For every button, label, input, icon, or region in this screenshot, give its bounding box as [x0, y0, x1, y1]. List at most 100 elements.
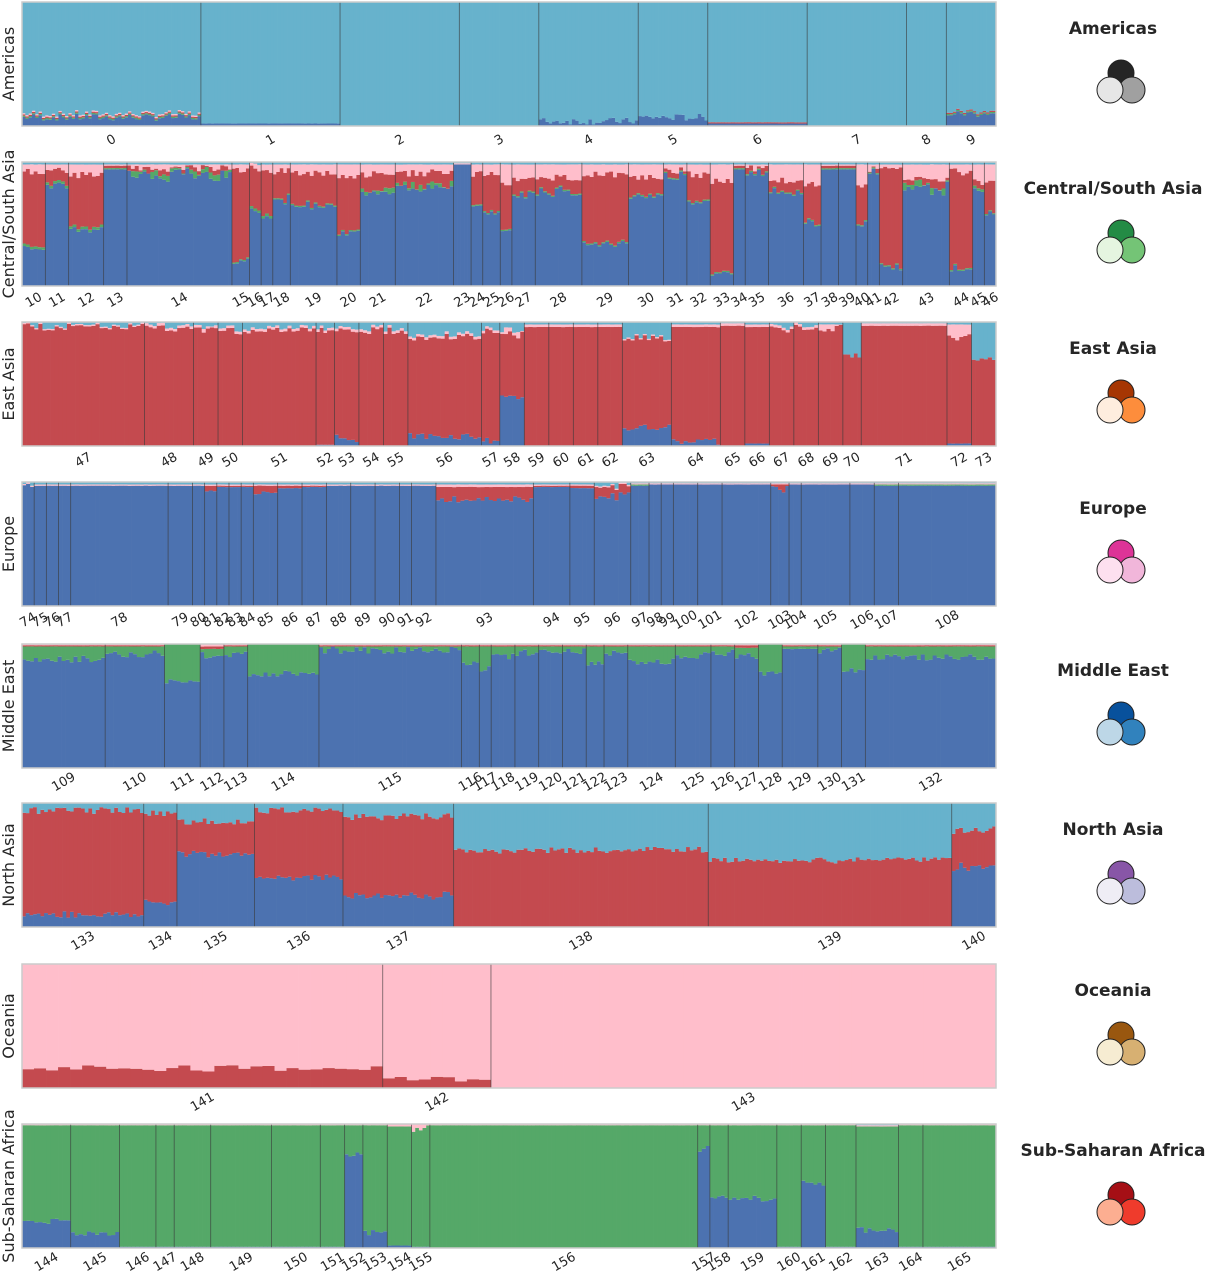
bar-segment-pop91-comp3 — [407, 485, 412, 606]
bar-segment-pop43-comp4 — [941, 188, 946, 196]
bar-segment-pop0-comp4 — [101, 116, 106, 119]
bar-segment-pop90-comp5 — [387, 484, 392, 486]
bar-segment-pop42-comp3 — [898, 270, 904, 286]
bar-segment-pop19-comp4 — [313, 202, 318, 204]
bar-segment-pop79-comp1 — [176, 482, 181, 485]
bar-segment-pop86-comp1 — [297, 482, 303, 485]
bar-segment-pop49-comp1 — [197, 322, 203, 325]
bar-segment-pop5-comp1 — [704, 2, 709, 121]
bar-segment-pop33-comp5 — [725, 164, 731, 179]
bar-segment-pop54-comp1 — [379, 322, 384, 325]
bar-segment-pop132-comp4 — [932, 646, 937, 656]
bar-segment-pop87-comp2 — [314, 485, 319, 487]
bar-segment-pop109-comp3 — [85, 658, 90, 768]
bar-segment-pop78-comp5 — [86, 484, 92, 486]
bar-segment-pop79-comp1 — [172, 482, 177, 485]
bar-segment-pop36-comp1 — [776, 162, 781, 165]
bar-segment-pop84-comp1 — [245, 482, 250, 485]
bar-segment-pop9-comp3 — [989, 113, 994, 126]
bar-segment-pop35-comp5 — [760, 164, 765, 169]
bar-segment-pop55-comp5 — [387, 324, 392, 328]
bar-segment-pop88-comp1 — [330, 482, 335, 485]
bar-segment-pop25-comp4 — [486, 213, 491, 215]
bar-segment-pop17-comp3 — [265, 216, 270, 286]
bar-segment-pop0-comp4 — [128, 113, 132, 115]
bar-segment-pop132-comp4 — [936, 646, 941, 658]
population-129 — [782, 644, 819, 768]
bar-segment-pop93-comp2 — [509, 486, 514, 502]
bar-segment-pop95-comp1 — [586, 482, 591, 485]
bar-segment-pop13-comp1 — [115, 162, 120, 165]
bar-segment-pop31-comp4 — [675, 178, 680, 180]
bar-segment-pop115-comp4 — [342, 646, 348, 651]
bar-segment-pop0-comp1 — [31, 2, 36, 111]
bar-segment-pop133-comp1 — [55, 803, 60, 808]
bar-segment-pop114-comp3 — [283, 670, 288, 768]
bar-segment-pop76-comp5 — [54, 484, 59, 486]
bar-segment-pop5-comp3 — [701, 116, 705, 126]
bar-segment-pop43-comp3 — [941, 195, 946, 286]
bar-segment-pop93-comp1 — [500, 482, 506, 485]
bar-segment-pop7-comp1 — [813, 2, 818, 126]
bar-segment-pop78-comp5 — [99, 484, 104, 486]
bar-segment-pop8-comp1 — [939, 2, 944, 126]
bar-segment-pop56-comp5 — [461, 333, 466, 337]
bar-segment-pop60-comp2 — [569, 326, 574, 446]
bar-segment-pop83-comp1 — [237, 482, 242, 485]
bar-segment-pop53-comp3 — [338, 438, 343, 446]
bar-segment-pop93-comp1 — [492, 482, 498, 485]
bar-segment-pop133-comp3 — [69, 911, 74, 927]
bar-segment-pop107-comp3 — [890, 485, 895, 606]
bar-segment-pop69-comp1 — [830, 322, 836, 325]
bar-segment-pop16-comp3 — [253, 211, 258, 286]
bar-segment-pop0-comp2 — [118, 113, 122, 116]
bar-segment-pop112-comp4 — [200, 649, 205, 653]
bar-segment-pop63-comp2 — [663, 341, 668, 428]
bar-segment-pop41-comp1 — [875, 162, 880, 165]
bar-segment-pop22-comp5 — [445, 164, 451, 174]
bar-segment-pop14-comp3 — [154, 175, 159, 286]
bar-segment-pop13-comp5 — [107, 164, 112, 166]
bar-segment-pop51-comp5 — [283, 328, 288, 332]
bar-segment-pop15-comp2 — [242, 171, 247, 260]
bar-segment-pop68-comp1 — [810, 322, 815, 327]
bar-segment-pop1-comp3 — [296, 123, 301, 126]
bar-segment-pop66-comp3 — [757, 443, 762, 446]
bar-segment-pop102-comp3 — [742, 484, 747, 606]
bar-segment-pop30-comp3 — [640, 196, 645, 286]
bar-segment-pop78-comp3 — [90, 485, 96, 606]
bar-segment-pop109-comp3 — [97, 659, 102, 768]
tick-label-65: 65 — [722, 450, 744, 471]
bar-segment-pop124-comp4 — [659, 646, 664, 664]
bar-segment-pop108-comp3 — [991, 485, 997, 606]
bar-segment-pop0-comp2 — [22, 114, 26, 116]
bar-segment-pop47-comp5 — [46, 328, 51, 331]
bar-segment-pop131-comp3 — [861, 670, 866, 768]
bar-segment-pop110-comp3 — [124, 657, 130, 768]
bar-segment-pop13-comp5 — [119, 164, 124, 166]
bar-segment-pop133-comp3 — [22, 916, 27, 927]
bar-segment-pop94-comp1 — [545, 482, 550, 485]
bar-segment-pop0-comp4 — [88, 117, 92, 119]
bar-segment-pop51-comp2 — [267, 328, 272, 446]
bar-segment-pop57-comp1 — [481, 322, 486, 331]
bar-segment-pop0-comp5 — [35, 114, 39, 116]
bar-segment-pop4-comp1 — [545, 2, 550, 122]
population-34 — [733, 162, 746, 286]
bar-segment-pop25-comp4 — [496, 210, 501, 213]
bar-segment-pop83-comp2 — [228, 485, 234, 488]
bar-segment-pop109-comp2 — [57, 645, 62, 647]
bar-segment-pop22-comp1 — [395, 162, 400, 165]
bar-segment-pop0-comp4 — [111, 118, 116, 121]
bar-segment-pop30-comp4 — [628, 197, 633, 199]
population-29 — [581, 162, 629, 286]
tick-label-5: 5 — [666, 132, 681, 149]
bar-segment-pop57-comp2 — [488, 330, 493, 444]
bar-segment-pop31-comp5 — [679, 164, 684, 168]
bar-segment-pop4-comp3 — [611, 117, 616, 126]
bar-segment-pop7-comp1 — [896, 2, 901, 126]
bar-segment-pop101-comp5 — [705, 483, 711, 485]
bar-segment-pop8-comp1 — [933, 2, 937, 126]
bar-segment-pop22-comp3 — [426, 184, 431, 286]
bar-segment-pop125-comp4 — [679, 646, 684, 659]
